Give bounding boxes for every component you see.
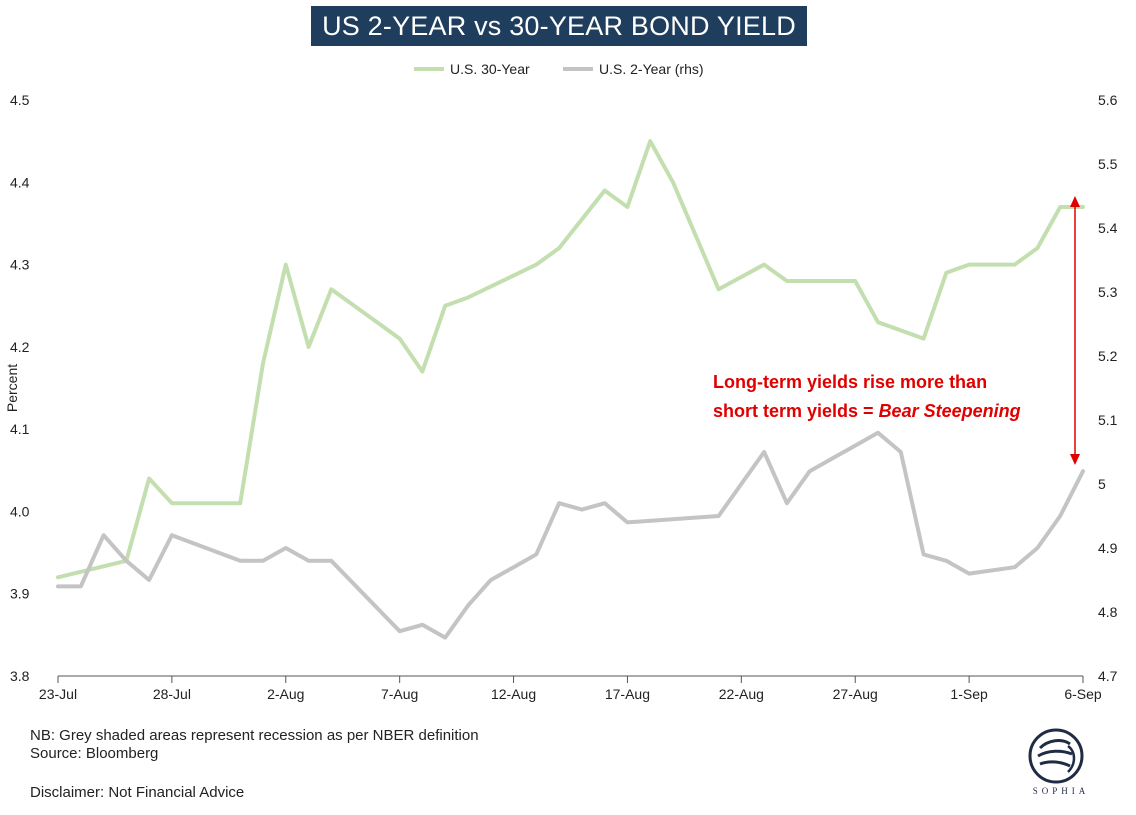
sophia-portrait-icon: [1028, 728, 1084, 784]
x-axis-ticks: 23-Jul 28-Jul 2-Aug 7-Aug 12-Aug 17-Aug 22-Aug…: [39, 676, 1102, 702]
chart-title: US 2-YEAR vs 30-YEAR BOND YIELD: [322, 10, 796, 41]
right-y-tick-8: 5.5: [1098, 156, 1118, 172]
right-y-tick-5: 5.2: [1098, 348, 1118, 364]
left-y-tick-6: 4.4: [10, 174, 30, 190]
left-y-tick-4: 4.2: [10, 339, 30, 355]
series-line-us-30-year: [56, 139, 1085, 580]
annotation-line-2: short term yields = Bear Steepening: [713, 401, 1021, 421]
left-y-tick-labels: 3.8 3.9 4.0 4.1 4.2 4.3 4.4 4.5: [10, 92, 30, 684]
right-y-tick-1: 4.8: [1098, 604, 1118, 620]
y-axis-title: Percent: [4, 364, 20, 412]
annotation-arrowhead-down: [1070, 454, 1080, 465]
annotation-line-2-emphasis: Bear Steepening: [879, 401, 1021, 421]
right-y-tick-6: 5.3: [1098, 284, 1118, 300]
annotation-line-2-prefix: short term yields =: [713, 401, 879, 421]
annotation-line-1: Long-term yields rise more than: [713, 372, 987, 392]
sophia-logo: SOPHIA: [1028, 728, 1090, 796]
x-tick-label-1: 28-Jul: [153, 686, 191, 702]
left-y-tick-0: 3.8: [10, 668, 30, 684]
left-y-tick-2: 4.0: [10, 503, 30, 519]
x-tick-label-7: 27-Aug: [833, 686, 878, 702]
footnote-nb: NB: Grey shaded areas represent recessio…: [30, 727, 479, 744]
footnote-disclaimer: Disclaimer: Not Financial Advice: [30, 784, 245, 801]
x-tick-label-4: 12-Aug: [491, 686, 536, 702]
annotation-arrowhead-up: [1070, 196, 1080, 207]
left-y-tick-5: 4.3: [10, 257, 30, 273]
x-tick-label-2: 2-Aug: [267, 686, 304, 702]
chart-title-box: US 2-YEAR vs 30-YEAR BOND YIELD: [311, 6, 807, 46]
logo-text: SOPHIA: [1033, 786, 1090, 796]
annotation: Long-term yields rise more than short te…: [713, 196, 1080, 465]
legend-label-us-30-year: U.S. 30-Year: [450, 61, 530, 77]
legend: U.S. 30-Year U.S. 2-Year (rhs): [414, 61, 704, 77]
legend-label-us-2-year: U.S. 2-Year (rhs): [599, 61, 704, 77]
series-layer: [56, 139, 1085, 640]
logo-face-profile: [1067, 745, 1076, 773]
footnote-source: Source: Bloomberg: [30, 745, 159, 762]
x-tick-label-6: 22-Aug: [719, 686, 764, 702]
x-tick-label-9: 6-Sep: [1064, 686, 1102, 702]
x-tick-label-3: 7-Aug: [381, 686, 418, 702]
left-y-tick-7: 4.5: [10, 92, 30, 108]
right-y-tick-0: 4.7: [1098, 668, 1118, 684]
left-y-tick-1: 3.9: [10, 586, 30, 602]
right-y-tick-9: 5.6: [1098, 92, 1118, 108]
left-y-tick-3: 4.1: [10, 421, 30, 437]
series-line-us-2-year: [56, 430, 1085, 640]
right-y-tick-7: 5.4: [1098, 220, 1118, 236]
x-tick-label-8: 1-Sep: [950, 686, 988, 702]
right-y-tick-2: 4.9: [1098, 540, 1118, 556]
logo-hair-strokes: [1037, 739, 1073, 768]
x-tick-label-0: 23-Jul: [39, 686, 77, 702]
right-y-tick-labels: 4.7 4.8 4.9 5 5.1 5.2 5.3 5.4 5.5 5.6: [1098, 92, 1118, 684]
right-y-tick-3: 5: [1098, 476, 1106, 492]
x-tick-label-5: 17-Aug: [605, 686, 650, 702]
right-y-tick-4: 5.1: [1098, 412, 1118, 428]
